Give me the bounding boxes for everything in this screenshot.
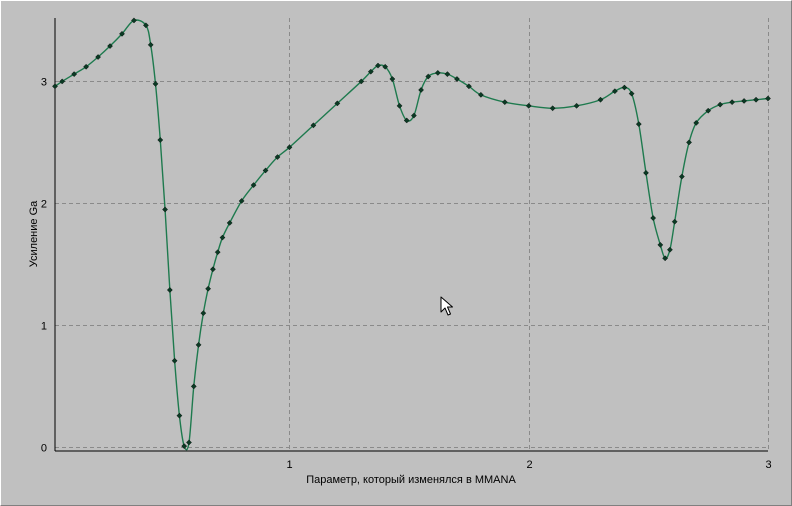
data-point xyxy=(678,173,685,180)
data-point xyxy=(573,102,580,109)
data-point xyxy=(466,83,472,90)
data-point xyxy=(334,100,341,107)
plot-area xyxy=(55,18,768,451)
y-tick-label: 0 xyxy=(41,443,47,455)
data-point xyxy=(147,41,154,48)
data-point xyxy=(434,70,441,76)
data-point xyxy=(286,144,293,151)
data-point xyxy=(210,266,216,273)
data-point xyxy=(729,99,735,106)
data-point xyxy=(501,99,508,106)
data-point xyxy=(389,76,396,82)
data-point xyxy=(525,102,532,109)
data-point xyxy=(200,310,207,317)
data-point xyxy=(454,76,460,82)
data-point xyxy=(717,101,724,108)
data-point xyxy=(83,63,89,70)
y-tick-label: 2 xyxy=(41,199,47,211)
data-point xyxy=(657,241,664,248)
data-point xyxy=(411,112,417,119)
data-point xyxy=(382,63,389,70)
data-point xyxy=(478,91,484,98)
data-point xyxy=(765,95,771,102)
x-tick-label: 3 xyxy=(765,459,771,471)
data-point xyxy=(635,121,642,127)
data-point xyxy=(418,87,424,93)
x-tick-label: 1 xyxy=(286,459,292,471)
x-tick-label: 2 xyxy=(526,459,532,471)
data-point xyxy=(444,71,451,77)
data-point xyxy=(59,78,66,85)
data-point xyxy=(71,71,78,77)
data-point xyxy=(219,234,226,241)
data-point xyxy=(628,90,635,97)
data-point xyxy=(52,83,58,90)
tick-labels: 1 2 3 0 1 2 3 xyxy=(41,77,772,472)
grid-lines xyxy=(55,18,769,451)
data-point xyxy=(753,96,759,103)
data-point xyxy=(95,54,101,60)
data-point xyxy=(693,120,700,126)
data-point xyxy=(375,62,381,69)
data-point xyxy=(176,412,183,419)
mouse-cursor-icon xyxy=(440,296,453,316)
data-point xyxy=(358,78,365,85)
data-point xyxy=(250,182,257,188)
data-point xyxy=(396,102,403,109)
data-point xyxy=(205,285,212,292)
data-point xyxy=(152,80,159,87)
data-point xyxy=(667,246,673,253)
data-point xyxy=(662,255,668,262)
data-point xyxy=(186,439,192,446)
data-point xyxy=(741,98,747,104)
data-point xyxy=(119,30,125,37)
data-point xyxy=(238,198,245,204)
data-point xyxy=(195,342,202,348)
data-point xyxy=(425,73,432,80)
y-tick-label: 3 xyxy=(41,77,47,89)
data-point xyxy=(686,139,692,146)
data-point xyxy=(310,122,317,129)
data-point xyxy=(181,443,188,450)
data-point xyxy=(143,22,149,29)
data-point xyxy=(367,68,374,75)
data-point xyxy=(190,383,197,390)
data-point xyxy=(671,218,678,225)
data-point xyxy=(274,154,281,160)
data-point xyxy=(171,357,178,364)
data-point xyxy=(162,206,168,213)
data-point xyxy=(650,215,657,221)
data-point xyxy=(403,117,410,124)
y-axis-label: Усиление Ga xyxy=(28,200,40,267)
x-axis-label: Параметр, который изменялся в MMANA xyxy=(306,474,516,486)
data-point xyxy=(214,249,221,256)
data-point xyxy=(166,287,173,293)
data-point xyxy=(262,167,269,174)
data-point xyxy=(705,107,712,114)
data-point xyxy=(621,84,628,91)
data-point xyxy=(643,170,649,176)
data-point xyxy=(226,220,233,226)
data-point xyxy=(549,105,556,112)
data-point xyxy=(107,43,113,49)
y-tick-label: 1 xyxy=(41,321,47,333)
data-point xyxy=(157,137,164,143)
data-markers xyxy=(52,17,771,450)
data-point xyxy=(611,88,618,95)
data-point xyxy=(131,17,137,24)
data-point xyxy=(597,96,604,103)
